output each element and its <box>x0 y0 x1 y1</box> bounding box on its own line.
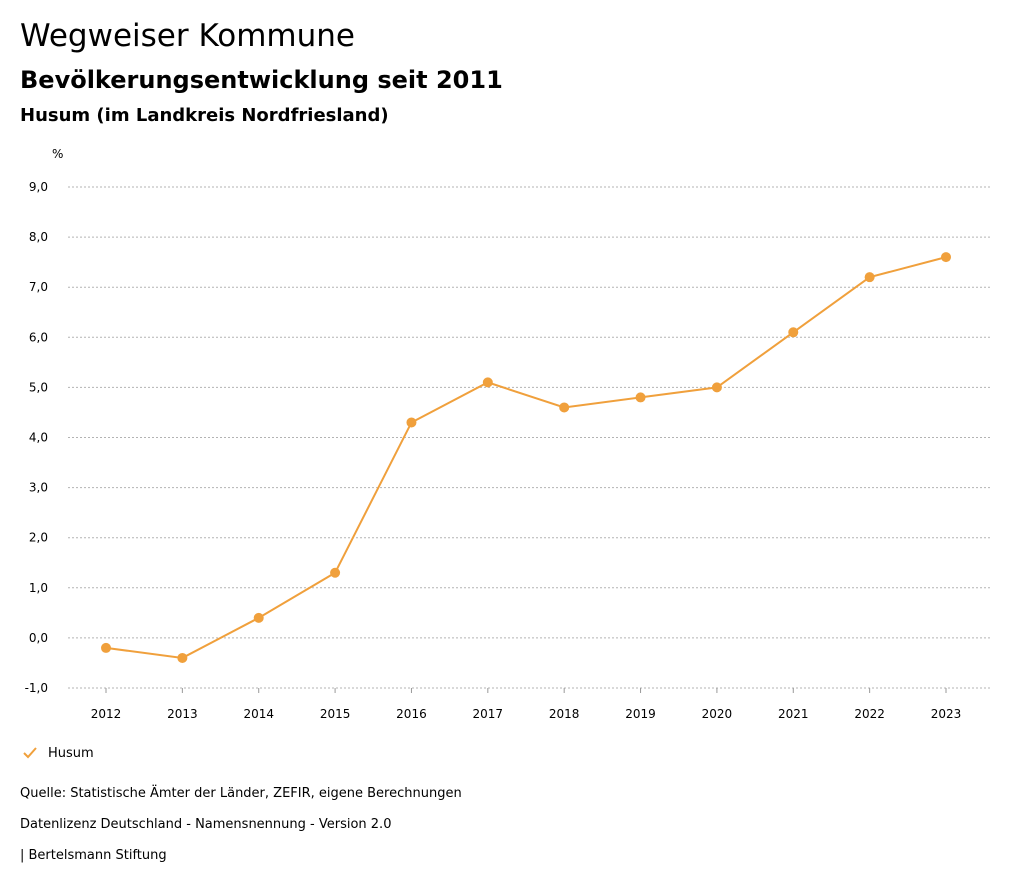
x-tick-label: 2018 <box>549 707 580 721</box>
y-tick-label: 3,0 <box>29 481 48 495</box>
source-note: Quelle: Statistische Ämter der Länder, Z… <box>20 786 462 801</box>
data-point[interactable] <box>406 417 417 428</box>
publisher-note: | Bertelsmann Stiftung <box>20 848 167 863</box>
grid-lines <box>68 186 990 689</box>
x-tick-label: 2023 <box>931 707 962 721</box>
data-point[interactable] <box>177 652 188 663</box>
y-tick-label: 8,0 <box>29 230 48 244</box>
data-point[interactable] <box>635 392 646 403</box>
y-tick-label: 0,0 <box>29 631 48 645</box>
data-point[interactable] <box>253 612 264 623</box>
x-tick-label: 2014 <box>243 707 274 721</box>
y-tick-label: 9,0 <box>29 180 48 194</box>
y-axis-unit-label: % <box>52 147 63 161</box>
license-note: Datenlizenz Deutschland - Namensnennung … <box>20 817 392 832</box>
legend-label: Husum <box>48 745 94 761</box>
data-point[interactable] <box>330 567 341 578</box>
checkmark-icon <box>23 747 37 759</box>
x-tick-label: 2022 <box>854 707 885 721</box>
x-tick-label: 2013 <box>167 707 198 721</box>
x-tick-label: 2021 <box>778 707 809 721</box>
chart-title: Wegweiser Kommune <box>20 18 355 54</box>
data-point[interactable] <box>711 382 722 393</box>
data-point[interactable] <box>559 402 570 413</box>
chart-subtitle: Bevölkerungsentwicklung seit 2011 <box>20 66 503 94</box>
x-tick-label: 2020 <box>702 707 733 721</box>
x-tick-label: 2016 <box>396 707 427 721</box>
region-label: Husum (im Landkreis Nordfriesland) <box>20 105 389 126</box>
y-tick-label: -1,0 <box>25 681 48 695</box>
x-tick-label: 2019 <box>625 707 656 721</box>
x-axis: 2012 2013 2014 2015 2016 2017 2018 2019 2020 2021… <box>91 688 962 721</box>
series-line <box>105 256 947 659</box>
x-tick-label: 2015 <box>320 707 351 721</box>
y-axis: -1,0 0,0 1,0 2,0 3,0 4,0 5,0 6,0 7,0 8,0 9,0 <box>25 180 48 695</box>
y-tick-label: 4,0 <box>29 431 48 445</box>
data-point[interactable] <box>482 377 493 388</box>
line-chart: % -1,0 0,0 1,0 2,0 3,0 4,0 5,0 6,0 7,0 8,0 9,0 201… <box>25 147 990 721</box>
y-tick-label: 5,0 <box>29 380 48 394</box>
legend[interactable]: Husum <box>22 745 94 761</box>
x-tick-label: 2012 <box>91 707 122 721</box>
data-point[interactable] <box>788 327 799 338</box>
y-tick-label: 1,0 <box>29 581 48 595</box>
y-tick-label: 7,0 <box>29 280 48 294</box>
y-tick-label: 6,0 <box>29 330 48 344</box>
series-husum <box>101 252 951 663</box>
y-tick-label: 2,0 <box>29 531 48 545</box>
data-point[interactable] <box>864 272 875 283</box>
data-point[interactable] <box>101 642 111 653</box>
x-tick-label: 2017 <box>473 707 504 721</box>
data-point[interactable] <box>941 252 951 263</box>
